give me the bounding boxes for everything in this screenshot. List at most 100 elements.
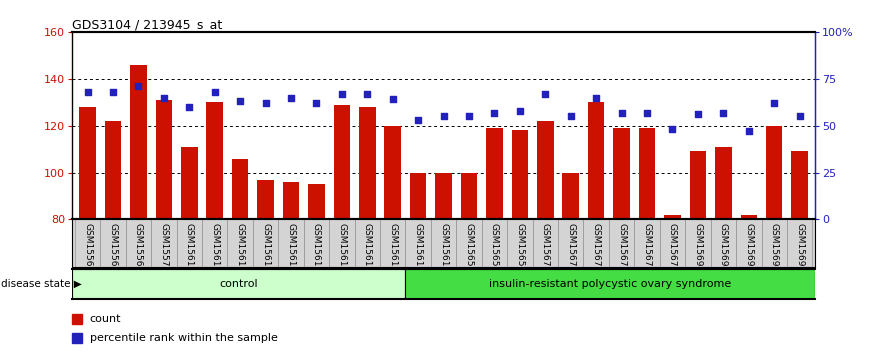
Bar [639,128,655,219]
Bar [761,219,787,267]
Bar [583,219,609,267]
Bar [405,219,431,267]
Bar [359,107,375,219]
Bar [304,219,329,267]
Point [640,110,654,115]
Text: GDS3104 / 213945_s_at: GDS3104 / 213945_s_at [72,18,223,31]
Text: GSM156181: GSM156181 [363,223,372,278]
Bar [461,172,478,219]
Bar [257,179,274,219]
Text: GSM156176: GSM156176 [235,223,245,278]
Bar [507,219,533,267]
Bar [787,219,812,267]
Bar [562,172,579,219]
Point [665,127,679,132]
Bar [690,152,707,219]
Bar [660,219,685,267]
Text: control: control [219,279,258,289]
Text: GSM156187: GSM156187 [439,223,448,278]
Point [538,91,552,97]
Bar [711,219,737,267]
Point [462,113,476,119]
Bar [512,130,528,219]
Bar [308,184,325,219]
Text: GSM156949: GSM156949 [744,223,753,278]
Text: GSM155643: GSM155643 [108,223,117,278]
Point [233,98,248,104]
Point [615,110,629,115]
Text: GSM156749: GSM156749 [541,223,550,278]
Point [716,110,730,115]
Bar [613,128,630,219]
Text: GSM156512: GSM156512 [515,223,524,278]
Bar [334,104,350,219]
Point [284,95,298,101]
Bar [715,147,731,219]
Bar [227,219,253,267]
Bar [634,219,660,267]
Text: GSM156186: GSM156186 [414,223,423,278]
Bar [156,100,172,219]
Bar [533,219,558,267]
Point [208,89,222,95]
Point [106,89,120,95]
Text: GSM156752: GSM156752 [617,223,626,278]
Text: GSM156511: GSM156511 [490,223,499,278]
Point [411,117,426,123]
Point [258,100,272,106]
Text: GSM156179: GSM156179 [312,223,321,278]
Text: GSM156946: GSM156946 [693,223,702,278]
Point [182,104,196,110]
Point [360,91,374,97]
Point [742,129,756,134]
Bar [283,182,300,219]
Bar [79,107,96,219]
Bar [482,219,507,267]
Point [589,95,603,101]
Bar [253,219,278,267]
Text: GSM156178: GSM156178 [286,223,295,278]
Bar [737,219,761,267]
Point [80,89,94,95]
Bar [609,219,634,267]
Bar [105,121,122,219]
Bar [791,152,808,219]
Point [513,108,527,114]
Bar [181,147,197,219]
Bar [456,219,482,267]
Point [157,95,171,101]
Point [386,97,400,102]
Text: GSM156951: GSM156951 [796,223,804,278]
Bar [329,219,354,267]
Point [767,100,781,106]
Point [131,84,145,89]
Point [487,110,501,115]
Bar [75,219,100,267]
Bar [741,215,757,219]
Bar [384,126,401,219]
Bar [558,219,583,267]
Text: GSM155644: GSM155644 [134,223,143,278]
Text: GSM156184: GSM156184 [389,223,397,278]
Bar [126,219,151,267]
Bar [410,172,426,219]
Text: disease state ▶: disease state ▶ [1,279,82,289]
Point [691,112,705,117]
Bar [354,219,380,267]
Point [437,113,451,119]
Bar [435,172,452,219]
Bar [206,102,223,219]
Text: GSM156753: GSM156753 [642,223,652,278]
Text: GSM156170: GSM156170 [185,223,194,278]
Text: count: count [90,314,122,324]
Text: percentile rank within the sample: percentile rank within the sample [90,333,278,343]
Bar [537,121,553,219]
Text: GSM156171: GSM156171 [211,223,219,278]
Bar [405,269,815,299]
Point [793,113,807,119]
Bar [130,65,146,219]
Text: GSM156180: GSM156180 [337,223,346,278]
Text: GSM156177: GSM156177 [261,223,270,278]
Bar [100,219,126,267]
Point [564,113,578,119]
